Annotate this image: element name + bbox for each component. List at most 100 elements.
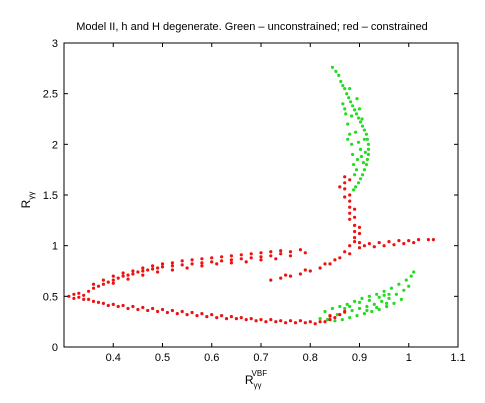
data-point <box>190 310 194 315</box>
data-point <box>323 309 327 314</box>
data-point <box>385 304 389 309</box>
data-point <box>180 263 184 267</box>
data-point <box>156 309 160 314</box>
data-point <box>180 309 184 314</box>
data-point <box>170 264 174 268</box>
data-point <box>365 304 369 309</box>
data-point <box>146 268 150 272</box>
data-point <box>333 319 337 323</box>
series-unconstrained <box>318 65 416 323</box>
data-point <box>366 142 370 146</box>
data-point <box>367 298 371 302</box>
data-point <box>352 188 356 192</box>
data-point <box>360 173 365 177</box>
data-point <box>200 261 204 265</box>
data-point <box>106 303 110 308</box>
data-point <box>72 296 76 300</box>
x-axis-label-sup: VBF <box>252 369 268 378</box>
data-point <box>392 301 396 305</box>
data-point <box>269 250 273 254</box>
data-point <box>337 73 341 77</box>
data-point <box>340 318 344 322</box>
data-point <box>397 282 401 286</box>
data-point <box>111 281 115 285</box>
data-point <box>67 294 71 298</box>
x-tick-label: 0.9 <box>352 352 367 364</box>
data-point <box>156 270 160 274</box>
data-point <box>279 249 283 253</box>
data-point <box>338 185 342 189</box>
data-point <box>87 297 91 301</box>
data-point <box>343 250 347 254</box>
data-point <box>229 254 233 258</box>
data-point <box>407 284 411 288</box>
data-point <box>77 295 81 299</box>
data-point <box>318 320 322 324</box>
data-point <box>389 286 394 290</box>
data-point <box>343 195 347 199</box>
data-point <box>151 264 155 268</box>
data-point <box>357 306 362 311</box>
data-point <box>372 302 376 306</box>
data-point <box>141 266 145 270</box>
data-point <box>361 161 365 165</box>
data-point <box>377 241 381 245</box>
data-point <box>298 248 302 252</box>
data-point <box>363 150 367 154</box>
axis-layer: 0.4 0.5 0.6 0.7 0.8 0.9 1 1.1 0 0.5 1 1.5 2 2.5 3 <box>43 38 466 364</box>
y-tick-label: 2.5 <box>43 89 58 101</box>
data-point <box>170 308 174 313</box>
data-point <box>356 116 361 120</box>
data-point <box>288 250 293 254</box>
data-point <box>353 108 357 112</box>
data-point <box>333 258 337 262</box>
data-point <box>274 320 278 324</box>
data-point <box>345 92 349 96</box>
data-point <box>131 269 135 273</box>
data-point <box>215 316 219 320</box>
data-point <box>360 117 364 121</box>
data-point <box>298 319 302 323</box>
data-point <box>367 242 371 246</box>
data-point <box>205 315 209 319</box>
data-point <box>308 320 312 324</box>
data-point <box>394 292 398 296</box>
data-point <box>284 273 288 277</box>
data-point <box>353 229 357 234</box>
data-point <box>330 306 334 311</box>
data-point <box>220 259 224 263</box>
x-tick-label: 0.6 <box>204 352 219 364</box>
data-point <box>353 207 357 211</box>
data-point <box>357 241 362 245</box>
data-point <box>121 271 125 275</box>
data-point <box>357 231 362 236</box>
data-point <box>355 314 359 318</box>
data-point <box>412 241 416 245</box>
data-point <box>146 308 150 313</box>
data-point <box>366 152 370 157</box>
data-point <box>269 278 273 282</box>
data-point <box>165 310 169 315</box>
data-point <box>318 266 322 270</box>
data-point <box>357 300 362 304</box>
data-point <box>355 157 360 162</box>
data-point <box>402 288 406 292</box>
data-point <box>328 318 332 322</box>
data-point <box>91 286 96 290</box>
data-point <box>360 124 365 128</box>
data-point <box>356 181 361 185</box>
data-point <box>82 293 86 297</box>
data-point <box>348 252 352 256</box>
data-point <box>126 277 130 281</box>
data-point <box>359 154 364 159</box>
data-point <box>175 312 179 316</box>
data-point <box>229 261 233 265</box>
data-point <box>160 265 165 269</box>
data-point <box>229 258 233 262</box>
data-point <box>357 107 362 111</box>
data-point <box>220 314 224 318</box>
x-tick-label: 1.1 <box>450 352 465 364</box>
data-point <box>293 321 298 325</box>
points-layer <box>67 65 435 326</box>
data-point <box>375 305 379 310</box>
